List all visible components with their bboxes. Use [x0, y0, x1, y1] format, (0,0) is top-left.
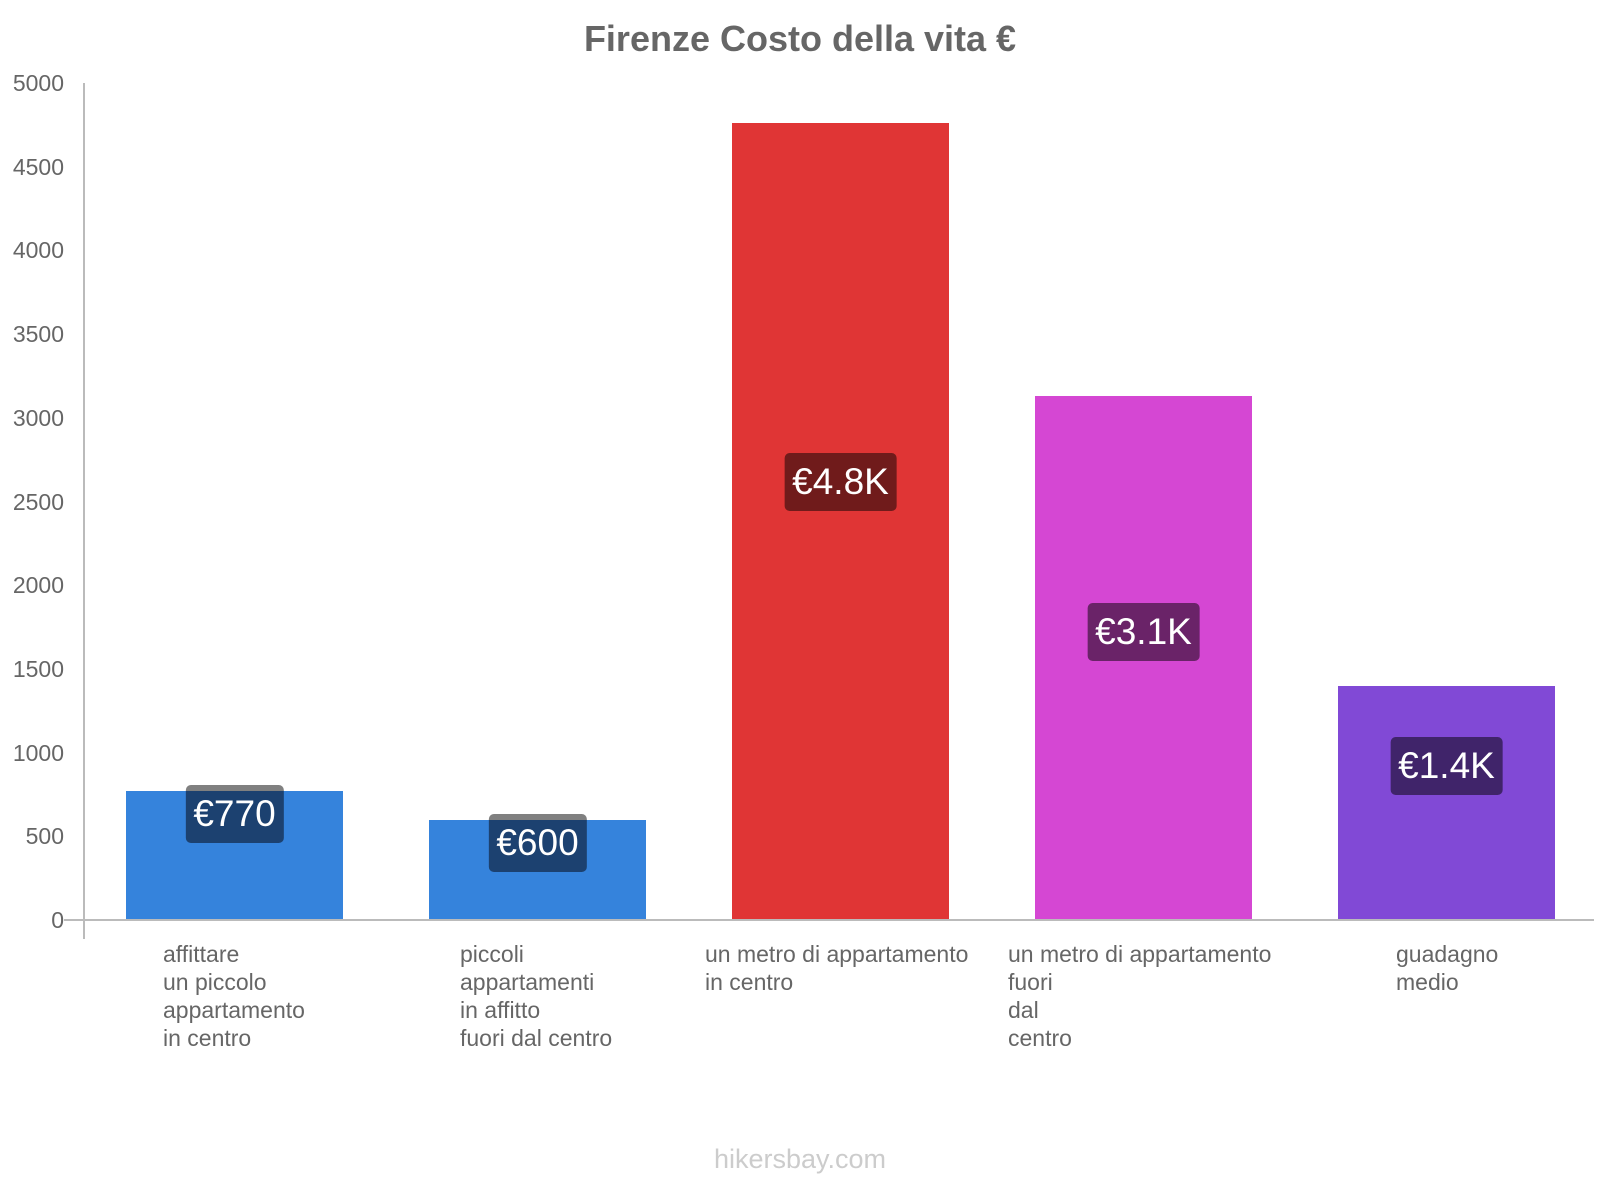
- x-category-label: affittare un piccolo appartamento in cen…: [163, 941, 305, 1051]
- y-tick-label: 1500: [12, 655, 64, 682]
- value-label-background: [488, 813, 587, 872]
- y-tick-label: 500: [25, 823, 64, 850]
- x-category-label: guadagno medio: [1396, 941, 1499, 995]
- value-label-background: [784, 452, 897, 511]
- y-tick-label: 3500: [12, 321, 64, 348]
- chart-title: Firenze Costo della vita €: [583, 18, 1017, 59]
- bar-value-label: €600: [488, 813, 587, 872]
- x-axis-line: [64, 919, 1594, 921]
- value-text: €1.4K: [1398, 744, 1495, 786]
- value-label-background: [1390, 736, 1503, 795]
- y-tick-label: 2000: [12, 572, 64, 599]
- y-tick-label: 3000: [12, 404, 64, 431]
- y-tick-label: 2500: [12, 488, 64, 515]
- bar-value-label: €770: [185, 785, 284, 844]
- x-category-label: piccoli appartamenti in affitto fuori da…: [460, 941, 613, 1051]
- x-category-label: un metro di appartamento in centro: [705, 941, 969, 995]
- value-label-background: [185, 785, 284, 844]
- y-tick-label: 1000: [12, 739, 64, 766]
- bar[interactable]: [732, 123, 949, 920]
- bar-value-label: €3.1K: [1087, 602, 1200, 661]
- y-tick-label: 4500: [12, 153, 64, 180]
- watermark: hikersbay.com: [713, 1144, 887, 1174]
- value-text: €4.8K: [792, 460, 889, 502]
- value-text: €3.1K: [1095, 610, 1192, 652]
- value-label-background: [1087, 602, 1200, 661]
- bar-value-label: €1.4K: [1390, 736, 1503, 795]
- value-text: €600: [496, 821, 579, 863]
- value-text: €770: [193, 793, 276, 835]
- y-tick-label: 0: [51, 907, 64, 933]
- y-tick-label: 4000: [12, 237, 64, 264]
- bar[interactable]: [1338, 685, 1555, 920]
- bar-value-label: €4.8K: [784, 452, 897, 511]
- y-axis-line: [83, 83, 85, 939]
- x-category-label: un metro di appartamento fuori dal centr…: [1008, 941, 1272, 1051]
- y-tick-label: 5000: [12, 70, 64, 96]
